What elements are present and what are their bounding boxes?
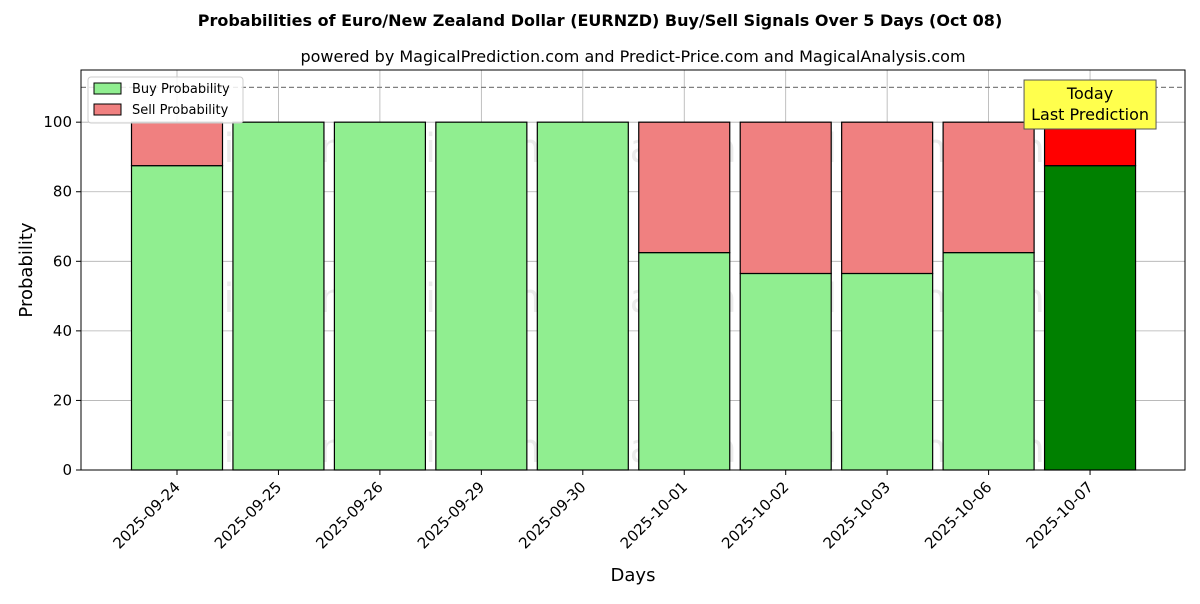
x-tick-label: 2025-10-07 xyxy=(1022,478,1096,552)
chart-title: Probabilities of Euro/New Zealand Dollar… xyxy=(198,11,1003,30)
annotation-text: Last Prediction xyxy=(1031,105,1149,124)
x-tick-label: 2025-09-29 xyxy=(414,478,488,552)
buy-bar xyxy=(1043,165,1137,471)
legend-label: Sell Probability xyxy=(132,103,229,118)
x-tick-label: 2025-10-01 xyxy=(617,478,691,552)
y-tick-label: 0 xyxy=(62,461,72,479)
legend-swatch xyxy=(93,103,122,116)
annotation-box xyxy=(1023,79,1157,130)
y-tick-label: 20 xyxy=(53,391,72,409)
sell-bar xyxy=(942,121,1035,254)
x-tick-label: 2025-09-24 xyxy=(109,478,183,552)
sell-bar xyxy=(130,121,224,167)
buy-bar xyxy=(536,121,629,471)
buy-bar xyxy=(942,252,1035,471)
x-axis-label: Days xyxy=(611,565,656,586)
y-tick-label: 80 xyxy=(53,183,72,201)
buy-bar xyxy=(739,272,832,471)
x-tick-label: 2025-10-06 xyxy=(921,478,995,552)
y-tick-label: 60 xyxy=(53,252,72,270)
annotation-text: Today xyxy=(1066,84,1113,103)
legend-swatch xyxy=(93,82,122,95)
buy-bar xyxy=(638,252,731,471)
plot-frame xyxy=(80,69,1186,471)
sell-bar xyxy=(841,121,934,275)
chart-subtitle: powered by MagicalPrediction.com and Pre… xyxy=(300,47,965,66)
buy-bar xyxy=(232,121,325,471)
sell-bar xyxy=(739,121,832,275)
sell-bar xyxy=(638,121,731,254)
y-axis-label: Probability xyxy=(16,222,37,317)
x-tick-label: 2025-10-03 xyxy=(820,478,894,552)
buy-bar xyxy=(435,121,528,471)
buy-bar xyxy=(333,121,426,471)
plot-area: MagicalAnalysis.comMagicalPrediction.com… xyxy=(43,69,1186,552)
x-tick-label: 2025-10-02 xyxy=(718,478,792,552)
y-tick-label: 100 xyxy=(43,113,72,131)
buy-bar xyxy=(841,272,934,471)
legend-label: Buy Probability xyxy=(132,82,230,97)
x-tick-label: 2025-09-26 xyxy=(312,478,386,552)
x-tick-label: 2025-09-30 xyxy=(515,478,589,552)
legend-box xyxy=(87,76,244,124)
legend: Buy Probability Sell Probability xyxy=(87,76,244,124)
buy-bar xyxy=(130,165,224,471)
x-tick-label: 2025-09-25 xyxy=(211,478,285,552)
y-tick-label: 40 xyxy=(53,322,72,340)
